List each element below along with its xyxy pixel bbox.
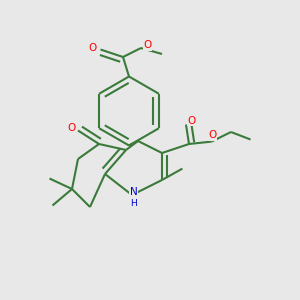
Text: O: O xyxy=(68,123,76,133)
Text: H: H xyxy=(130,199,137,208)
Text: O: O xyxy=(187,116,196,126)
Text: N: N xyxy=(130,187,137,197)
Text: O: O xyxy=(89,43,97,53)
Text: O: O xyxy=(143,40,152,50)
Text: O: O xyxy=(208,130,217,140)
